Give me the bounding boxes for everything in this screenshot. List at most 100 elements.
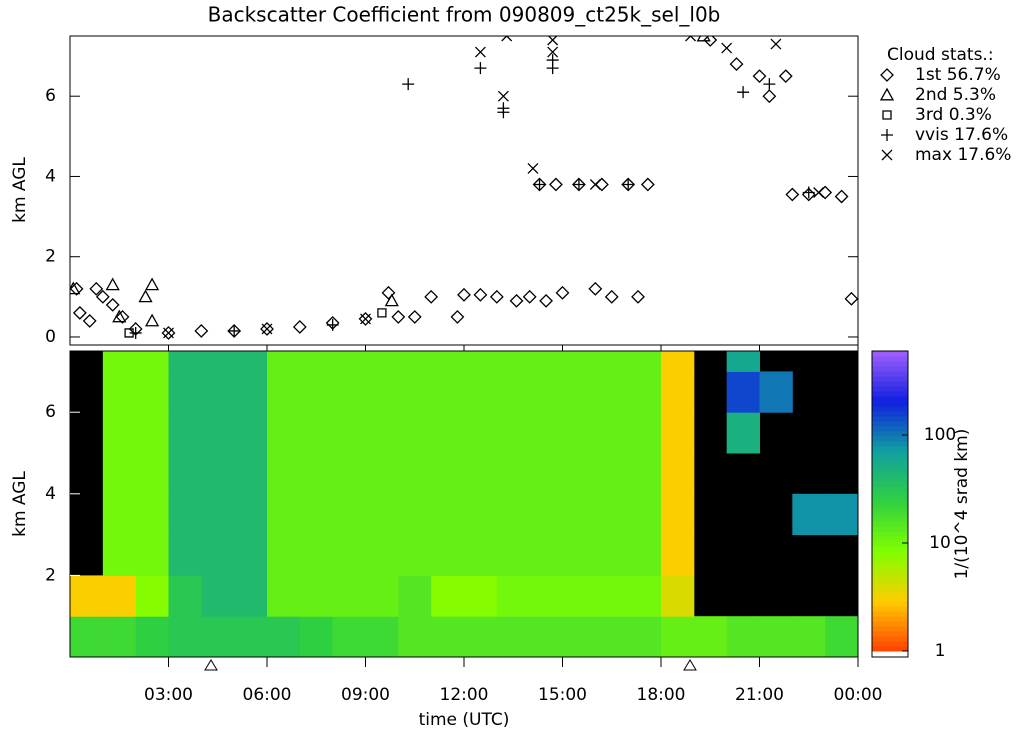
y-tick-label: 4 <box>45 166 56 186</box>
cell <box>661 351 695 372</box>
colorbar-segment <box>872 361 908 367</box>
cell <box>102 534 137 576</box>
point <box>358 311 373 326</box>
cell <box>267 412 301 454</box>
cell <box>168 453 202 495</box>
colorbar-segment <box>872 616 908 622</box>
cell <box>529 493 563 536</box>
point <box>144 313 160 327</box>
point <box>501 36 513 42</box>
colorbar-segment <box>872 641 908 647</box>
cell <box>661 453 695 495</box>
cell <box>464 534 498 576</box>
cell <box>661 412 695 454</box>
point <box>752 69 767 84</box>
legend-title: Cloud stats.: <box>887 45 994 65</box>
colorbar-segment <box>872 496 908 502</box>
colorbar-segment <box>872 606 908 612</box>
cell <box>201 371 235 413</box>
point <box>72 305 87 320</box>
colorbar-segment <box>872 436 908 442</box>
point <box>89 281 104 296</box>
cell <box>496 534 531 576</box>
colorbar-segment <box>872 386 908 392</box>
cell <box>759 616 793 657</box>
cell <box>234 616 268 657</box>
point <box>360 313 371 325</box>
cell <box>267 575 301 617</box>
point <box>729 57 744 72</box>
point <box>105 277 120 291</box>
cell <box>398 351 432 372</box>
colorbar-segment <box>872 391 908 397</box>
cell <box>595 575 629 617</box>
colorbar-segment <box>872 356 908 362</box>
cell <box>70 575 104 617</box>
colorbar-segment <box>872 611 908 617</box>
cell <box>267 453 301 495</box>
point <box>473 287 488 302</box>
cell <box>562 351 596 372</box>
cell <box>661 493 695 536</box>
colorbar-segment <box>872 551 908 557</box>
cell <box>398 575 432 617</box>
point <box>604 289 619 304</box>
point <box>509 293 524 308</box>
colorbar-segment <box>872 646 908 652</box>
cell <box>726 412 760 454</box>
cell <box>661 371 695 413</box>
cell <box>431 534 465 576</box>
point <box>802 186 815 199</box>
colorbar-segment <box>872 541 908 547</box>
cell <box>464 453 498 495</box>
point <box>95 289 110 304</box>
cell <box>135 412 169 454</box>
legend-label: max 17.6% <box>915 145 1011 165</box>
colorbar-tick-label: 1 <box>935 641 946 661</box>
y-tick-label: 4 <box>45 484 56 504</box>
cell <box>168 616 202 657</box>
colorbar-segment <box>872 366 908 372</box>
colorbar-segment <box>872 556 908 562</box>
point <box>640 177 655 192</box>
cell <box>135 351 169 372</box>
cell <box>168 351 202 372</box>
colorbar-segment <box>872 546 908 552</box>
cell <box>299 351 334 372</box>
colorbar-segment <box>872 406 908 412</box>
cell <box>102 575 137 617</box>
point <box>527 162 539 174</box>
cell <box>365 412 399 454</box>
point <box>82 314 97 328</box>
cell <box>332 616 366 657</box>
cell <box>201 616 235 657</box>
cell <box>398 616 432 657</box>
cell <box>299 575 334 617</box>
cell <box>628 412 662 454</box>
cell <box>365 453 399 495</box>
cell <box>299 453 334 495</box>
colorbar-segment <box>872 636 908 642</box>
cell <box>595 453 629 495</box>
cell <box>661 616 695 657</box>
point <box>834 189 849 204</box>
cell <box>267 351 301 372</box>
legend-label: vvis 17.6% <box>915 125 1008 145</box>
points <box>70 36 858 340</box>
colorbar-segment <box>872 481 908 487</box>
cell <box>299 371 334 413</box>
y-tick-label: 2 <box>45 565 56 585</box>
point <box>260 322 274 336</box>
colorbar-segment <box>872 591 908 597</box>
cell <box>661 575 695 617</box>
colorbar-segment <box>872 596 908 602</box>
colorbar-segment <box>872 416 908 422</box>
point <box>532 177 547 192</box>
point <box>384 293 399 307</box>
point <box>546 54 559 67</box>
point <box>533 178 546 191</box>
legend-label: 2nd 5.3% <box>915 85 996 105</box>
point <box>115 309 130 324</box>
point <box>407 309 422 324</box>
cell <box>102 412 137 454</box>
